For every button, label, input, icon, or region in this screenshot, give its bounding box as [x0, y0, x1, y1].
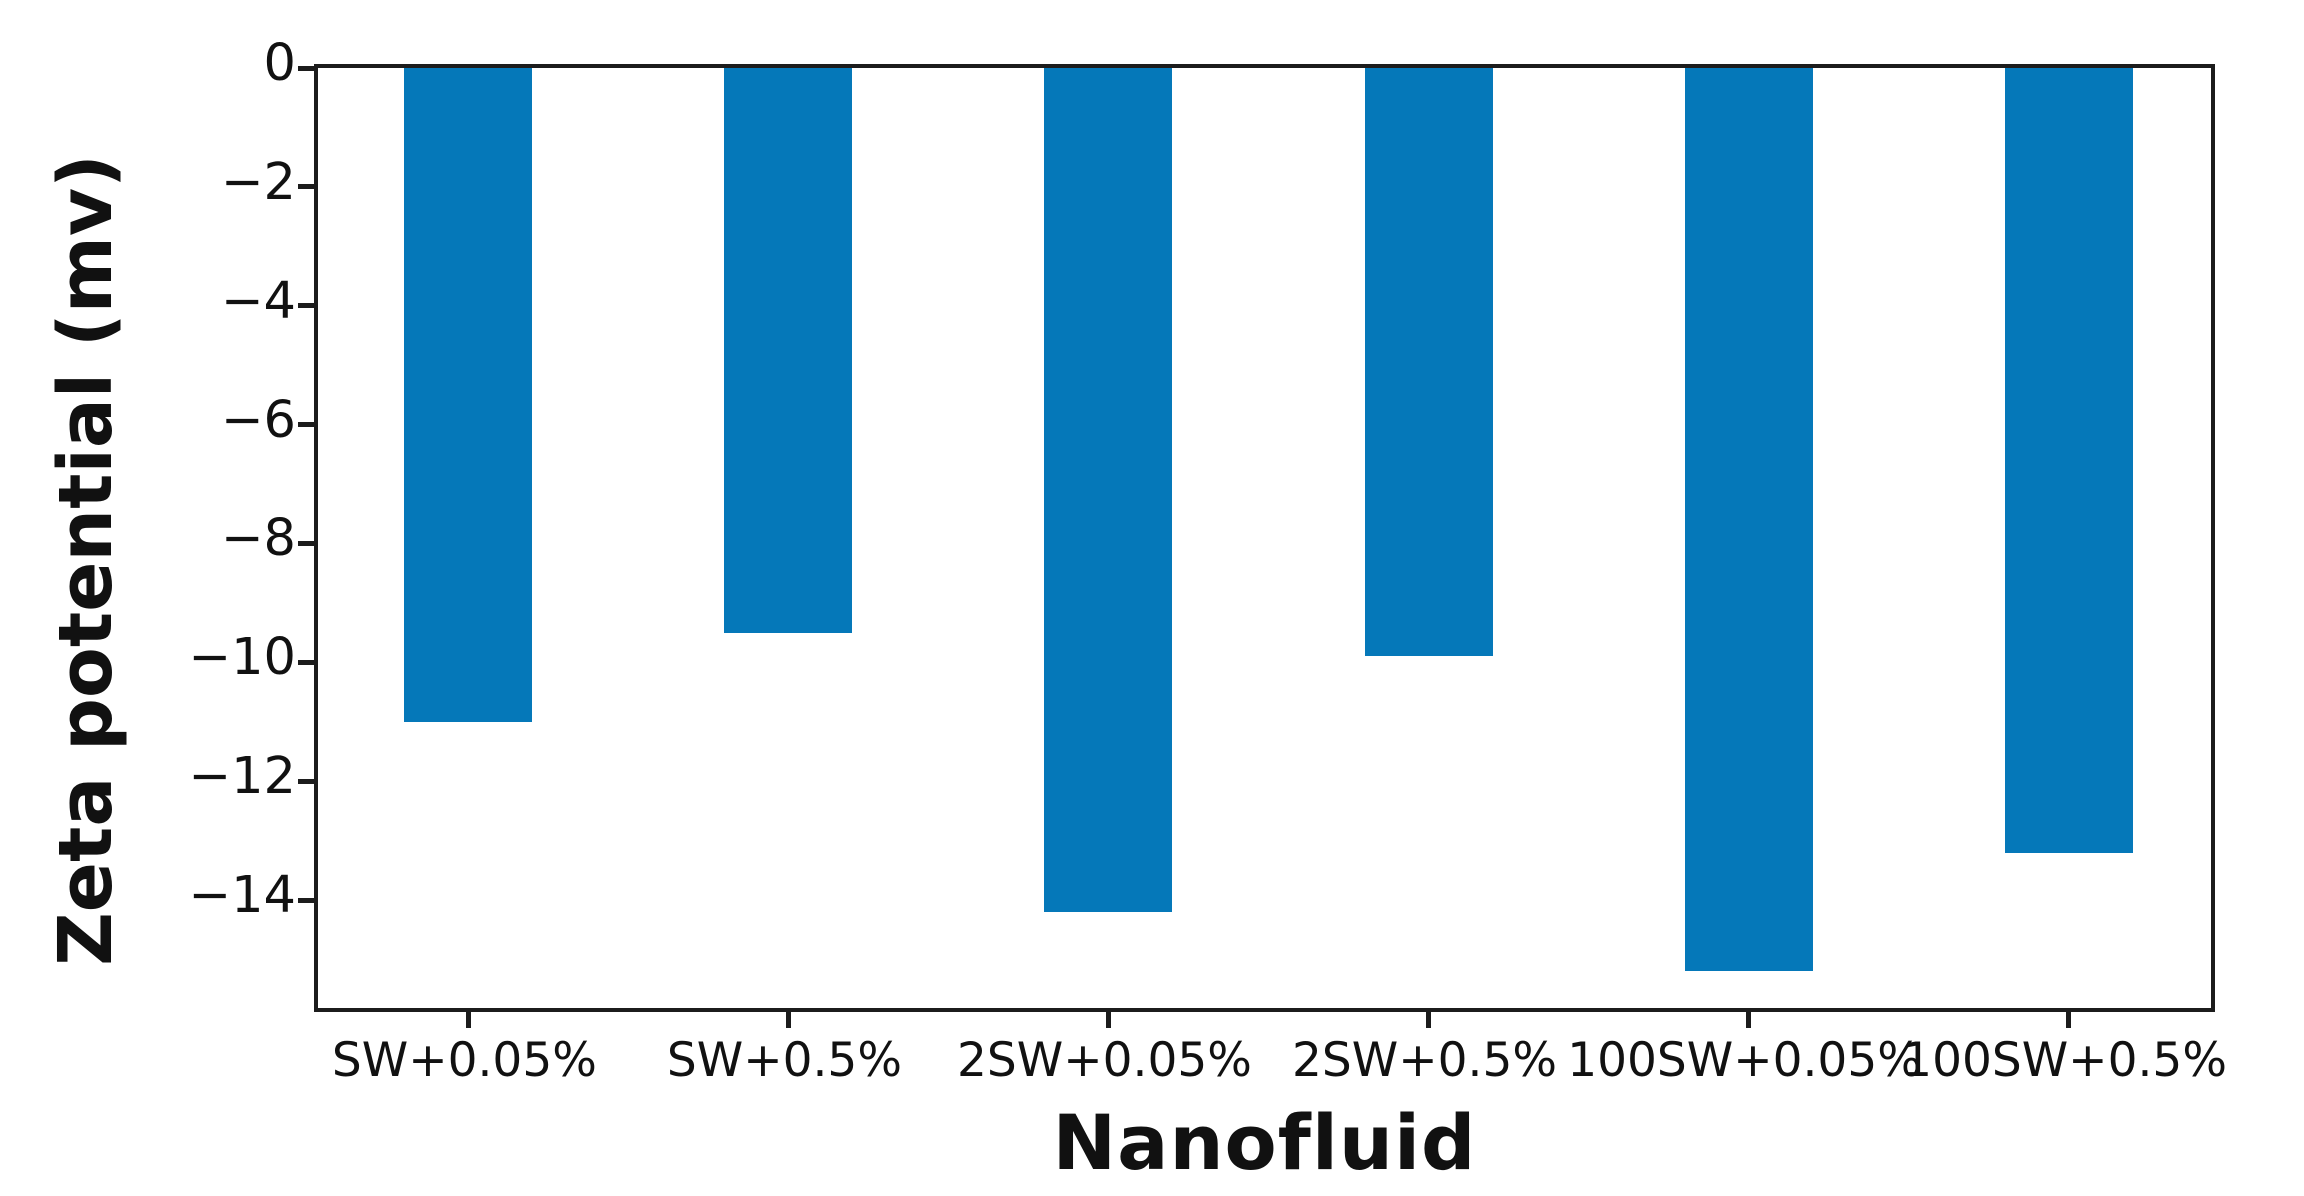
y-tick-label: −14 [188, 866, 296, 926]
plot-area [298, 64, 2215, 1028]
y-tick-mark [298, 778, 314, 784]
bar-100SW+0.05% [1684, 68, 1813, 972]
x-tick-mark [2066, 1012, 2072, 1028]
y-tick-label: −10 [188, 628, 296, 688]
bar-2SW+0.5% [1364, 68, 1493, 657]
y-tick-mark [298, 65, 314, 71]
y-tick-mark [298, 184, 314, 190]
x-tick-mark [1746, 1012, 1752, 1028]
y-tick-label: 0 [263, 34, 296, 93]
x-tick-label: 2SW+0.05% [957, 1033, 1252, 1088]
y-tick-label: −4 [220, 271, 296, 331]
bar-100SW+0.5% [2004, 68, 2133, 853]
y-tick-label: −2 [220, 152, 296, 212]
y-tick-label: −8 [220, 509, 296, 569]
y-tick-mark [298, 540, 314, 546]
x-tick-label: SW+0.05% [331, 1033, 597, 1088]
x-tick-label: SW+0.5% [666, 1033, 902, 1088]
x-tick-mark [1426, 1012, 1432, 1028]
x-tick-mark [465, 1012, 471, 1028]
x-axis-title: Nanofluid [1052, 1098, 1477, 1187]
y-tick-mark [298, 303, 314, 309]
x-tick-label: 100SW+0.05% [1567, 1033, 1922, 1088]
bar-SW+0.5% [724, 68, 853, 633]
y-tick-mark [298, 897, 314, 903]
bar-SW+0.05% [404, 68, 533, 722]
y-tick-mark [298, 659, 314, 665]
x-tick-label: 100SW+0.5% [1902, 1033, 2227, 1088]
x-tick-mark [1105, 1012, 1111, 1028]
y-tick-mark [298, 422, 314, 428]
bar-2SW+0.05% [1044, 68, 1173, 912]
x-tick-mark [785, 1012, 791, 1028]
y-tick-label: −6 [220, 390, 296, 450]
y-tick-label: −12 [188, 747, 296, 807]
x-tick-label: 2SW+0.5% [1292, 1033, 1558, 1088]
